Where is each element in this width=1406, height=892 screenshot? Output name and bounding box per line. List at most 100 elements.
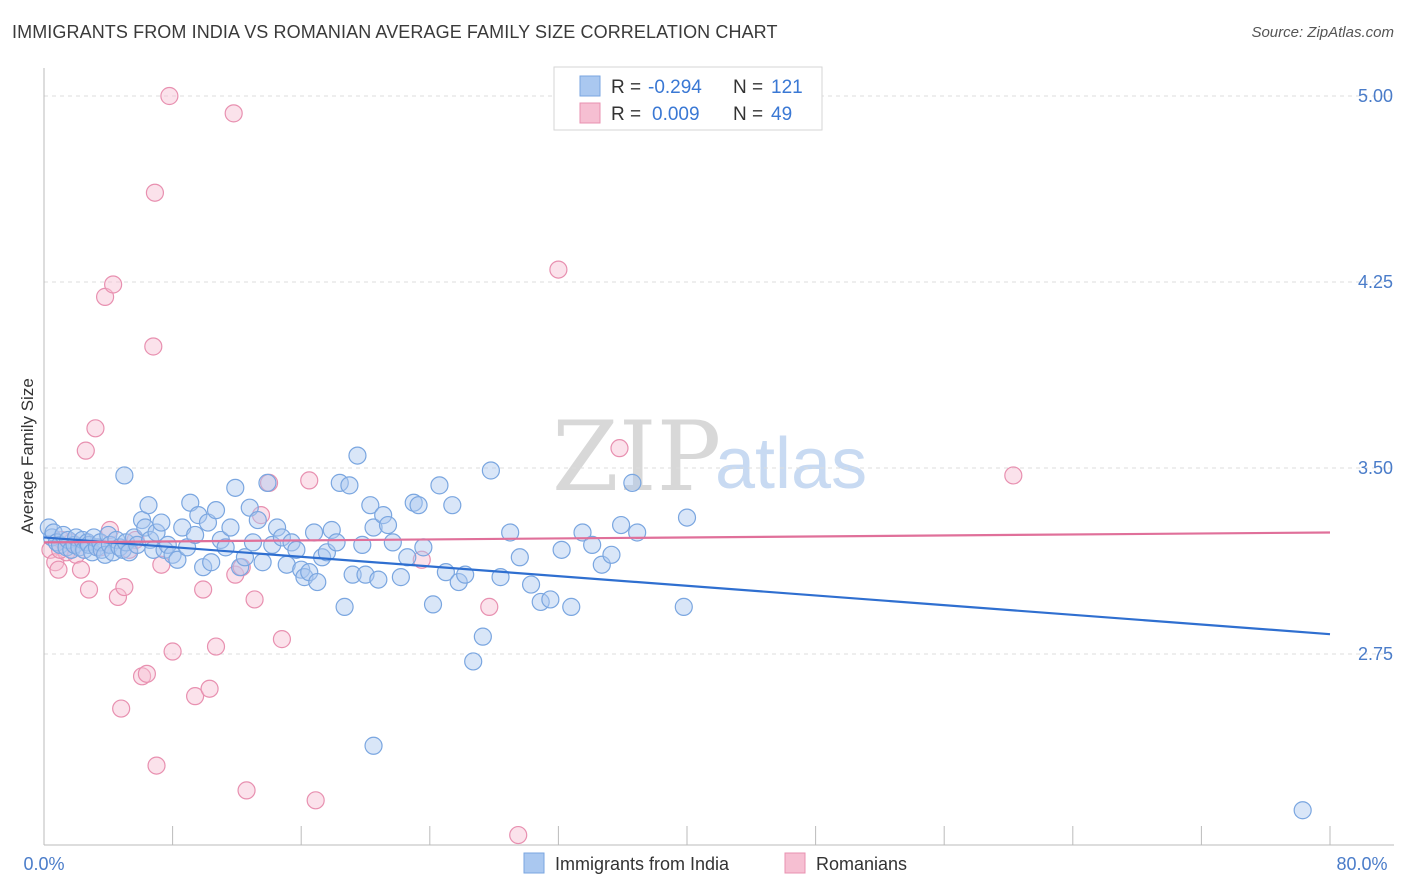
romanians-point [509,825,528,845]
india-point [677,508,697,527]
romanians-point [272,630,292,649]
legend-r-label-india: R = [611,77,641,98]
india-point [258,473,277,492]
romanians-point [49,560,68,579]
chart-title: IMMIGRANTS FROM INDIA VS ROMANIAN AVERAG… [12,22,778,42]
india-point [541,590,560,609]
romanians-point [206,637,226,656]
romanians-point [86,419,105,438]
legend-n-value-romanians: 49 [771,104,792,125]
india-point [361,496,380,515]
romanians-point [115,577,134,597]
romanians-point [306,791,325,810]
india-point [414,538,433,557]
india-point [139,496,158,515]
india-point [510,548,529,567]
india-point [253,553,272,572]
romanians-point [112,699,131,718]
romanians-point [300,471,319,490]
romanians-point [480,597,499,616]
india-point [409,496,428,515]
india-point [473,627,492,646]
romanians-point [147,756,166,775]
india-point [343,565,362,584]
romanians-point [132,667,152,686]
india-point [348,446,367,465]
india-point [152,513,171,532]
india-point [562,597,581,616]
legend-r-label-romanians: R = [611,104,641,125]
romanians-point [145,183,165,202]
y-tick-label: 5.00 [1358,86,1393,106]
romanians-point [163,642,182,661]
x-tick-label-min: 0.0% [23,854,64,874]
legend-n-label-romanians: N = [733,104,763,125]
india-point [583,535,602,554]
india-point [364,736,383,755]
watermark-atlas: atlas [715,424,867,504]
romanians-point [245,590,264,609]
y-tick-labels: 2.75 3.50 4.25 5.00 [1358,86,1393,664]
india-point [378,515,398,535]
romanians-point [71,560,91,579]
india-point [404,493,423,512]
series-legend: Immigrants from India Romanians [523,852,907,874]
bottom-legend-label-romanians: Romanians [816,854,907,874]
romanians-point [186,687,205,706]
india-point [267,518,287,537]
india-point [243,533,263,552]
india-point [304,523,324,542]
india-point [374,506,393,525]
india-point [115,466,134,485]
india-point [335,597,354,616]
legend-r-value-romanians: 0.009 [652,104,700,125]
india-point [501,523,520,542]
legend-n-label-india: N = [733,77,763,98]
india-point [340,476,359,495]
legend-r-value-india: -0.294 [648,77,702,98]
romanians-point [194,580,213,599]
india-point [383,533,402,552]
india-point [206,501,226,520]
india-point [573,523,592,542]
india-point [39,518,58,537]
bottom-legend-swatch-india [523,852,545,874]
india-point [592,555,611,574]
india-point [443,496,462,515]
romanians-point [79,580,99,599]
india-point [221,518,240,537]
y-tick-label: 4.25 [1358,272,1393,292]
india-point [248,510,267,530]
romanians-point [549,260,568,279]
india-point [202,553,221,572]
india-point [369,570,388,589]
india-point [449,572,468,592]
x-axis-ticks [172,826,1331,845]
romanians-point [137,664,156,683]
india-point [521,575,541,594]
bottom-legend-swatch-romanians [784,852,806,874]
india-point [602,545,621,564]
india-point [552,540,571,559]
romanians-point [160,86,179,106]
romanians-points [41,86,1023,845]
india-point [674,597,693,616]
romanians-point [76,441,95,460]
romanians-point [1004,466,1023,485]
india-point [391,568,410,587]
romanians-point [224,104,243,123]
legend-swatch-india [579,75,601,97]
y-tick-label: 2.75 [1358,644,1393,664]
legend-n-value-india: 121 [771,77,803,98]
romanians-point [237,781,256,800]
india-point [623,473,642,492]
india-point [231,558,250,577]
correlation-legend: R = -0.294 N = 121 R = 0.009 N = 49 [553,66,823,131]
legend-swatch-romanians [579,102,601,124]
india-point [423,595,443,614]
india-point [611,515,631,535]
india-point [481,461,500,480]
x-tick-label-max: 80.0% [1336,854,1387,874]
y-axis-title: Average Family Size [18,378,37,534]
